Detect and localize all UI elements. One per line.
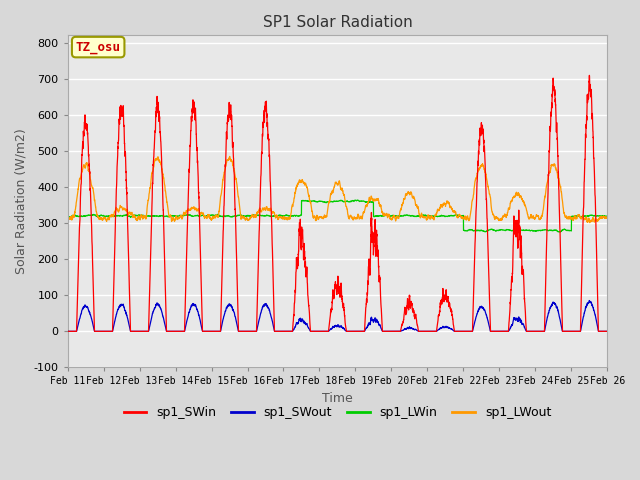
Legend: sp1_SWin, sp1_SWout, sp1_LWin, sp1_LWout: sp1_SWin, sp1_SWout, sp1_LWin, sp1_LWout (118, 401, 556, 424)
sp1_SWout (317, 328, 325, 334)
sp1_SWout (586, 298, 593, 303)
sp1_SWin (489, 328, 497, 334)
sp1_LWout (64, 214, 72, 219)
sp1_LWin (353, 197, 361, 203)
sp1_SWout (458, 328, 466, 334)
sp1_SWout (161, 320, 168, 326)
sp1_SWin (603, 328, 611, 334)
sp1_LWin (458, 213, 466, 219)
X-axis label: Time: Time (322, 392, 353, 405)
sp1_SWout (604, 328, 611, 334)
sp1_SWout (489, 328, 497, 334)
sp1_LWin (317, 198, 325, 204)
sp1_LWout (429, 215, 436, 221)
sp1_LWin (556, 229, 564, 235)
sp1_LWout (603, 215, 611, 220)
sp1_LWin (603, 213, 611, 219)
sp1_LWin (489, 227, 497, 233)
Line: sp1_SWout: sp1_SWout (68, 300, 607, 331)
sp1_LWin (161, 214, 168, 219)
sp1_LWout (317, 215, 325, 220)
sp1_LWout (458, 215, 466, 221)
sp1_LWin (64, 214, 72, 219)
sp1_LWin (429, 213, 436, 219)
sp1_SWin (604, 328, 611, 334)
sp1_SWout (64, 328, 72, 334)
sp1_LWout (604, 215, 611, 221)
Text: TZ_osu: TZ_osu (76, 41, 121, 54)
sp1_SWin (586, 72, 593, 78)
Title: SP1 Solar Radiation: SP1 Solar Radiation (262, 15, 412, 30)
Y-axis label: Solar Radiation (W/m2): Solar Radiation (W/m2) (15, 129, 28, 274)
sp1_LWout (586, 220, 593, 226)
sp1_LWout (226, 154, 234, 159)
Line: sp1_LWout: sp1_LWout (68, 156, 607, 223)
sp1_LWout (489, 212, 497, 217)
sp1_SWin (458, 328, 466, 334)
sp1_SWin (429, 328, 436, 334)
Line: sp1_LWin: sp1_LWin (68, 200, 607, 232)
sp1_SWout (429, 328, 436, 334)
sp1_LWin (604, 213, 611, 219)
sp1_SWin (317, 328, 325, 334)
sp1_SWin (161, 256, 168, 262)
sp1_LWout (161, 182, 168, 188)
sp1_SWout (603, 328, 611, 334)
Line: sp1_SWin: sp1_SWin (68, 75, 607, 331)
sp1_SWin (64, 328, 72, 334)
